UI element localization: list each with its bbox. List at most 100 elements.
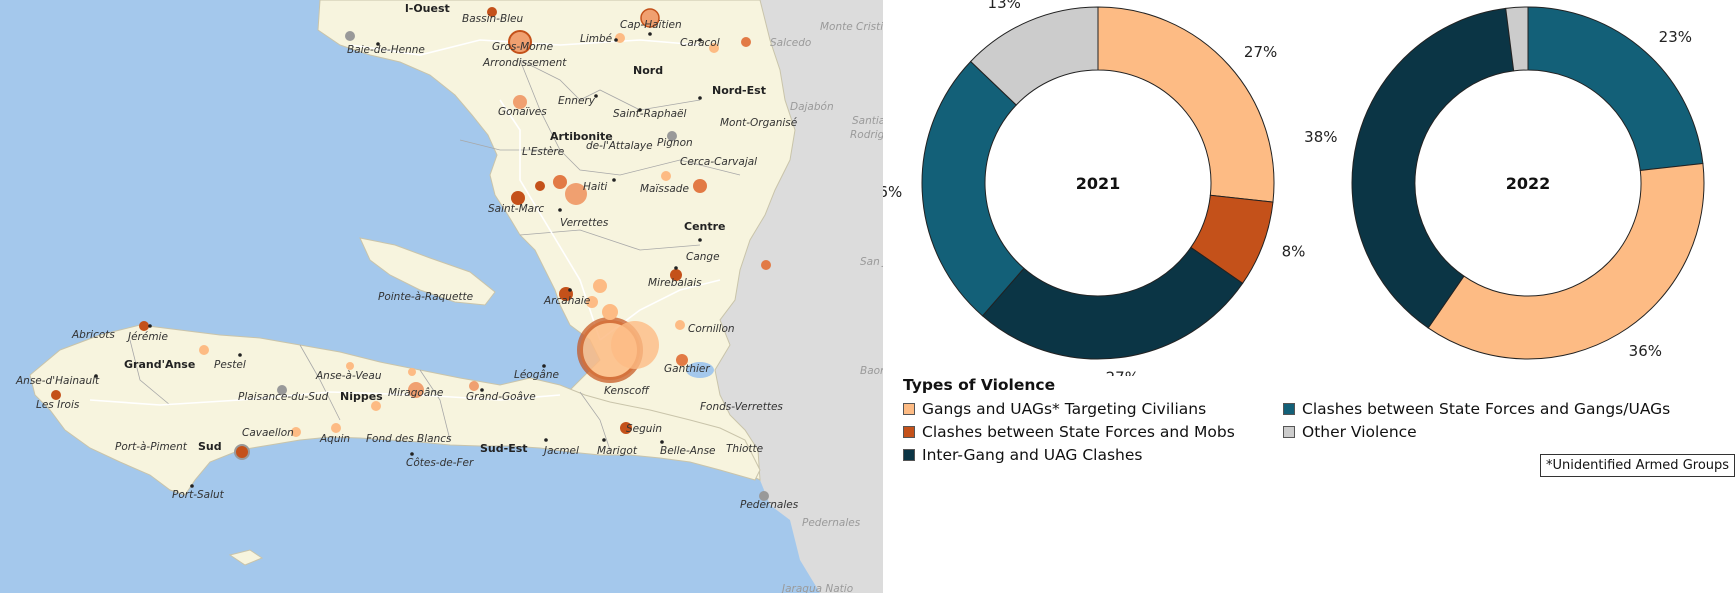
event-bubble[interactable] [346,362,354,370]
event-bubble[interactable] [565,183,587,205]
place-label: Marigot [597,445,638,457]
region-label: Artibonite [550,130,613,143]
place-label: Anse-d'Hainault [15,375,100,387]
event-bubble[interactable] [513,95,527,109]
legend-label: Inter-Gang and UAG Clashes [922,445,1143,464]
place-label: Cap-Haïtien [620,19,682,31]
donut-pct-label: 27% [1244,43,1277,61]
donut-slice-other-violence[interactable] [969,6,1099,106]
region-label: Sud [198,440,222,453]
foreign-label: Pedernales [802,517,861,529]
donut-slice-clashes-between-state-forces-and-gangs-uags[interactable] [921,60,1025,317]
event-bubble[interactable] [535,181,545,191]
map-foreign-labels: Monte Cristi Salcedo Dajabón Santia Rodr… [770,21,883,593]
donut-slice-gangs-and-uags-targeting-civilians[interactable] [1427,162,1705,360]
region-label: Nippes [340,390,383,403]
event-bubble[interactable] [759,491,769,501]
place-label: Belle-Anse [660,445,716,457]
place-label: Baie-de-Henne [347,44,425,56]
event-bubble[interactable] [586,296,598,308]
event-bubble[interactable] [469,381,479,391]
place-label: Cavaellon [242,427,294,439]
donut-slice-gangs-and-uags-targeting-civilians[interactable] [1097,6,1275,203]
map-place-labels: Bassin-Bleu Cap-Haïtien Baie-de-Henne Li… [15,13,799,511]
event-bubble[interactable] [277,385,287,395]
legend-item-inter-gang[interactable]: Inter-Gang and UAG Clashes [903,444,1283,465]
region-label: l-Ouest [405,2,450,15]
map-event-bubbles[interactable] [51,7,771,501]
legend-item-state-vs-gangs[interactable]: Clashes between State Forces and Gangs/U… [1283,398,1670,419]
donut-chart-area: 27%8%27%26%13%2021 23%36%38%2%2022 [883,0,1705,376]
map-tortuga [228,549,264,566]
legend-item-other-violence[interactable]: Other Violence [1283,421,1663,442]
place-label: Gros-Morne [492,41,553,53]
haiti-event-map[interactable]: l-Ouest Nord Nord-Est Artibonite Centre … [0,0,883,593]
event-bubble[interactable] [640,8,660,28]
legend-item-gangs-targeting-civilians[interactable]: Gangs and UAGs* Targeting Civilians [903,398,1283,419]
event-bubble[interactable] [611,321,659,369]
place-label: Kenscoff [604,385,650,397]
event-bubble[interactable] [670,269,682,281]
foreign-label: Monte Cristi [820,21,883,33]
event-bubble[interactable] [741,37,751,47]
legend-item-state-vs-mobs[interactable]: Clashes between State Forces and Mobs [903,421,1283,442]
foreign-label: Rodrig [850,129,883,141]
place-label: Saint-Marc [488,203,544,215]
place-label: Anse-à-Veau [315,370,382,382]
event-bubble[interactable] [620,422,632,434]
event-bubble[interactable] [371,401,381,411]
donut-pct-label: 23% [1659,28,1692,46]
event-bubble[interactable] [661,171,671,181]
event-bubble[interactable] [199,345,209,355]
donut-slice-inter-gang-and-uag-clashes[interactable] [1351,7,1515,329]
event-bubble[interactable] [291,427,301,437]
event-bubble[interactable] [675,320,685,330]
footnote-box: *Unidentified Armed Groups [1540,454,1736,477]
event-bubble[interactable] [508,30,532,54]
event-bubble[interactable] [693,179,707,193]
event-bubble[interactable] [408,368,416,376]
place-label: Pignon [657,137,693,149]
event-bubble[interactable] [331,423,341,433]
donut-slice-inter-gang-and-uag-clashes[interactable] [981,246,1244,360]
donut-pct-label: 36% [1629,342,1662,360]
foreign-label: Jaragua Natio [780,583,853,593]
event-bubble[interactable] [709,43,719,53]
place-label: Port-à-Piment [115,441,188,453]
donut-slice-other-violence[interactable] [1505,6,1529,72]
place-label: Cange [686,251,720,263]
map-region-labels: l-Ouest Nord Nord-Est Artibonite Centre … [124,2,766,455]
event-bubble[interactable] [676,354,688,366]
map-haiti-south [29,324,761,496]
place-label: Verrettes [560,217,609,229]
event-bubble[interactable] [593,279,607,293]
place-label: Seguin [626,423,662,435]
place-label: Côtes-de-Fer [406,457,474,469]
place-label: Grand-Goâve [466,391,536,403]
place-label: Gonaïves [498,106,547,118]
place-label: Arcahaie [543,295,590,307]
event-bubble[interactable] [761,260,771,270]
region-label: Nord-Est [712,84,766,97]
donut-slice-clashes-between-state-forces-and-gangs-uags[interactable] [1527,6,1704,172]
place-label: Pointe-à-Raquette [378,291,473,303]
event-bubble[interactable] [51,390,61,400]
legend-label: Other Violence [1302,422,1417,441]
donut-pct-label: 8% [1282,243,1306,261]
event-bubble[interactable] [234,444,250,460]
event-bubble[interactable] [602,304,618,320]
event-bubble[interactable] [511,191,525,205]
event-bubble[interactable] [487,7,497,17]
event-bubble[interactable] [345,31,355,41]
place-label: Fond des Blancs [366,433,452,445]
event-bubble[interactable] [408,382,424,398]
place-label: Pedernales [740,499,799,511]
legend-swatch [903,425,915,438]
donut-pct-label: 27% [1106,368,1139,376]
violence-donut-charts: 27%8%27%26%13%2021 23%36%38%2%2022 [883,0,1736,593]
event-bubble[interactable] [667,131,677,141]
foreign-label: Salcedo [770,37,811,49]
event-bubble[interactable] [139,321,149,331]
place-label: Thiotte [726,443,763,455]
event-bubble[interactable] [553,175,567,189]
